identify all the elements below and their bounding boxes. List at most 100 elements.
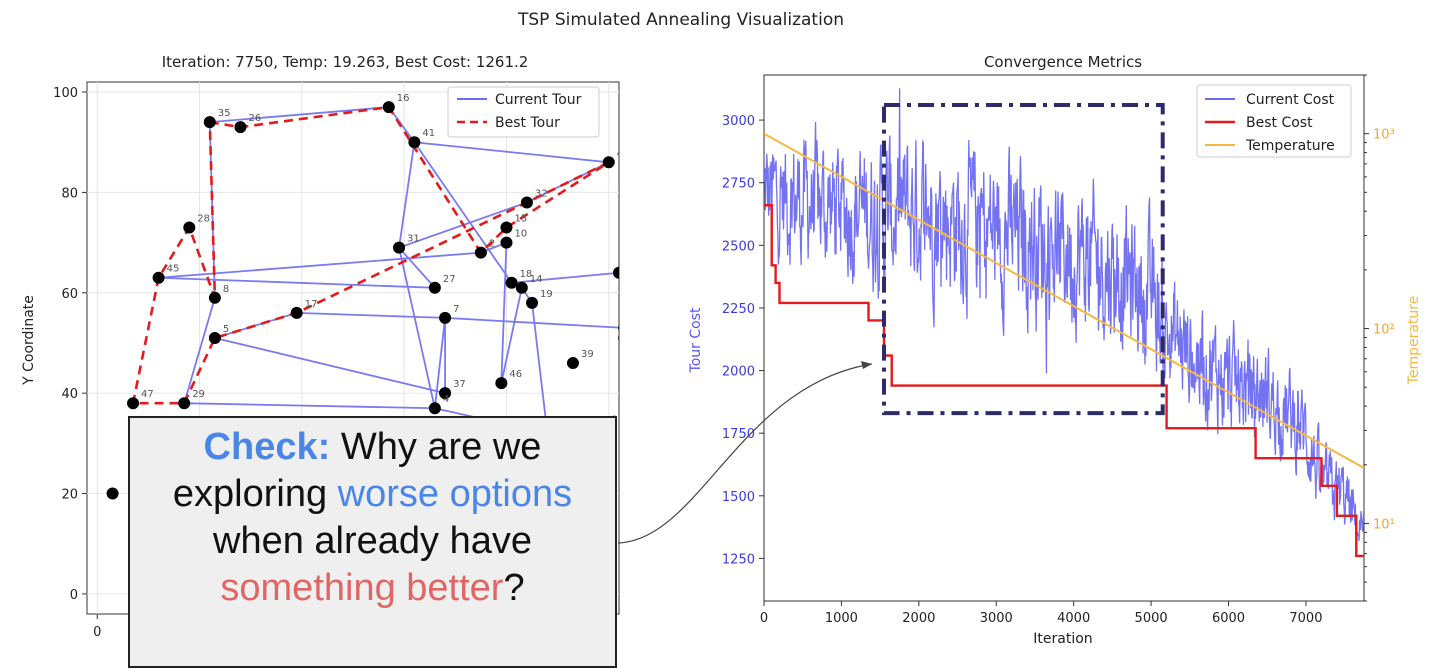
- city-point: [520, 196, 533, 209]
- city-point: [500, 236, 513, 249]
- y-tick-label: 2000: [722, 365, 755, 380]
- y-tick-label: 1250: [722, 552, 755, 567]
- city-point: [439, 387, 452, 400]
- city-label: 7: [453, 304, 459, 315]
- city-point: [382, 101, 395, 114]
- current-cost-line: [764, 88, 1364, 551]
- city-point: [208, 291, 221, 304]
- callout-keyword: Check:: [203, 426, 331, 468]
- y-tick-label: 20: [61, 488, 78, 503]
- callout-something-better: something better: [220, 567, 504, 609]
- legend-best-label: Best Tour: [495, 115, 560, 131]
- city-label: 39: [581, 349, 594, 360]
- city-point: [203, 116, 216, 129]
- legend-label: Current Cost: [1246, 92, 1335, 108]
- y-tick-label: 2500: [722, 239, 755, 254]
- city-point: [178, 397, 191, 410]
- y2-tick-label: 10³: [1373, 128, 1395, 143]
- city-label: 28: [197, 214, 210, 225]
- legend-frame: [1196, 84, 1352, 158]
- city-point: [183, 221, 196, 234]
- city-point: [393, 241, 406, 254]
- city-point: [495, 377, 508, 390]
- y2-tick-label: 10²: [1373, 323, 1395, 338]
- city-point: [526, 296, 539, 309]
- convergence-lines: [764, 88, 1364, 558]
- city-label: 8: [223, 284, 229, 295]
- city-label: 46: [509, 369, 522, 380]
- city-label: 26: [248, 113, 261, 124]
- city-point: [474, 246, 487, 259]
- x-tick-label: 3000: [980, 611, 1013, 626]
- city-point: [505, 276, 518, 289]
- city-point: [566, 357, 579, 370]
- tour-plot-title: Iteration: 7750, Temp: 19.263, Best Cost…: [162, 53, 529, 71]
- y-tick-label: 80: [61, 186, 78, 201]
- city-label: 19: [540, 289, 553, 300]
- y-tick-label: 3000: [722, 114, 755, 129]
- annotation-box: [882, 103, 1165, 416]
- city-label: 47: [141, 389, 154, 400]
- y-tick-label: 2250: [722, 302, 755, 317]
- x-tick-label: 0: [93, 625, 101, 640]
- x-tick-label: 7000: [1289, 611, 1322, 626]
- city-label: 2: [489, 239, 495, 250]
- x-tick-label: 1000: [825, 611, 858, 626]
- x-tick-label: 5000: [1135, 611, 1168, 626]
- city-label: 49: [617, 148, 630, 159]
- y2-tick-label: 10¹: [1373, 517, 1395, 532]
- city-point: [408, 136, 421, 149]
- best-cost-line: [764, 204, 1364, 558]
- x-tick-label: 6000: [1212, 611, 1245, 626]
- city-point: [618, 324, 619, 332]
- y-tick-label: 1500: [722, 490, 755, 505]
- legend-label: Best Cost: [1246, 115, 1313, 131]
- callout-text-2: when already have: [213, 520, 532, 562]
- tour-plot-ylabel: Y Coordinate: [21, 295, 37, 386]
- city-label: 16: [397, 93, 410, 104]
- city-label: 29: [192, 389, 205, 400]
- convergence-y2label: Temperature: [1406, 296, 1422, 386]
- city-label: 31: [407, 234, 420, 245]
- city-label: 37: [453, 379, 466, 390]
- callout-arrow: [617, 361, 873, 544]
- x-tick-label: 2000: [902, 611, 935, 626]
- annotation-rect: [882, 103, 1165, 416]
- city-point: [515, 281, 528, 294]
- city-point: [127, 397, 140, 410]
- city-point: [234, 121, 247, 134]
- city-point: [428, 281, 441, 294]
- city-label: 43: [632, 324, 645, 335]
- y-tick-label: 100: [53, 86, 78, 101]
- city-label: 41: [422, 128, 435, 139]
- callout-box: Check: Why are we exploring worse option…: [128, 416, 617, 668]
- figure-title: TSP Simulated Annealing Visualization: [517, 10, 844, 30]
- callout-text-1: Why are we exploring: [172, 426, 542, 515]
- city-label: 30: [627, 259, 640, 270]
- y-tick-label: 60: [61, 287, 78, 302]
- tour-plot-legend: Current Tour Best Tour: [447, 86, 600, 138]
- callout-text-3: ?: [503, 567, 525, 609]
- city-label: 18: [520, 269, 533, 280]
- city-label: 10: [514, 229, 527, 240]
- city-label: 15: [514, 214, 527, 225]
- city-point: [208, 331, 221, 344]
- city-label: 48: [632, 314, 645, 325]
- city-point: [439, 311, 452, 324]
- city-label: 32: [535, 188, 548, 199]
- city-point: [618, 334, 619, 342]
- city-point: [602, 156, 615, 169]
- temperature-line: [764, 132, 1364, 469]
- city-label: 17: [305, 299, 318, 310]
- convergence-plot-title: Convergence Metrics: [984, 53, 1142, 71]
- convergence-xlabel: Iteration: [1033, 631, 1092, 647]
- legend-current-label: Current Tour: [495, 92, 582, 108]
- city-label: 35: [218, 108, 231, 119]
- city-label: 14: [530, 274, 543, 285]
- legend-label: Temperature: [1245, 138, 1335, 154]
- city-label: 4: [443, 394, 449, 405]
- y-tick-label: 2750: [722, 177, 755, 192]
- y-tick-label: 0: [70, 588, 78, 603]
- city-point: [152, 271, 165, 284]
- convergence-legend: Current Cost Best Cost Temperature: [1196, 84, 1352, 158]
